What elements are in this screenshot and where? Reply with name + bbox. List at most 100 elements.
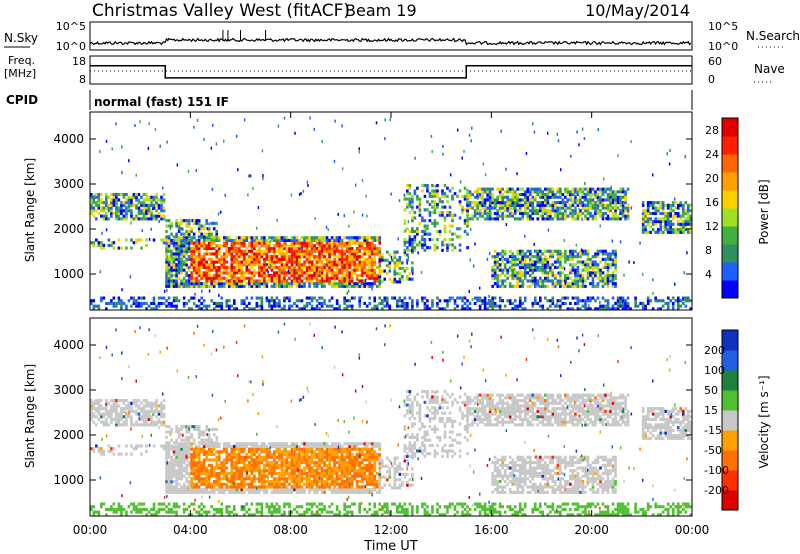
power-cell bbox=[641, 230, 645, 234]
power-cell bbox=[210, 247, 213, 251]
power-cell bbox=[408, 235, 412, 239]
power-point bbox=[212, 263, 215, 267]
power-cell bbox=[536, 265, 540, 269]
velocity-cell bbox=[90, 415, 93, 419]
power-cell bbox=[446, 299, 449, 303]
power-cell bbox=[438, 211, 442, 215]
freq-line bbox=[90, 65, 692, 79]
power-cell bbox=[313, 236, 316, 240]
power-cell bbox=[501, 193, 504, 197]
power-cell bbox=[273, 279, 276, 283]
power-cell bbox=[117, 206, 121, 210]
freq-panel-frame bbox=[89, 55, 693, 85]
power-cell bbox=[526, 265, 530, 269]
velocity-cell bbox=[212, 458, 216, 462]
power-cell bbox=[503, 263, 507, 267]
power-cell bbox=[378, 280, 382, 284]
power-cell bbox=[506, 206, 509, 210]
power-cell bbox=[538, 268, 542, 272]
power-cell bbox=[511, 203, 514, 207]
power-cell bbox=[207, 252, 211, 256]
velocity-cell bbox=[187, 444, 191, 448]
velocity-cell bbox=[212, 474, 216, 478]
velocity-cell bbox=[165, 458, 168, 462]
power-cell bbox=[589, 257, 592, 261]
power-cell bbox=[413, 235, 417, 239]
velocity-cell bbox=[160, 444, 163, 448]
power-cell bbox=[298, 260, 301, 264]
power-cell bbox=[240, 271, 244, 275]
power-cell bbox=[411, 250, 414, 254]
power-cell bbox=[574, 284, 577, 288]
power-cell bbox=[323, 299, 326, 303]
velocity-cell bbox=[140, 423, 143, 427]
power-cell bbox=[561, 198, 565, 202]
power-point bbox=[101, 231, 103, 235]
velocity-cell bbox=[227, 485, 231, 489]
power-cell bbox=[363, 268, 367, 272]
power-cell bbox=[513, 201, 517, 205]
power-cell bbox=[426, 307, 429, 311]
power-cell bbox=[338, 279, 341, 283]
power-cell bbox=[448, 243, 452, 247]
power-cell bbox=[589, 201, 592, 205]
power-cell bbox=[528, 187, 532, 191]
power-cell bbox=[320, 304, 324, 308]
power-cell bbox=[493, 282, 497, 286]
power-point bbox=[292, 236, 294, 240]
power-cell bbox=[220, 276, 224, 280]
velocity-cell bbox=[160, 401, 163, 405]
power-cell bbox=[528, 201, 532, 205]
power-cell bbox=[180, 238, 183, 242]
power-point bbox=[269, 264, 272, 268]
power-cell bbox=[518, 217, 522, 221]
power-cell bbox=[411, 248, 414, 252]
power-cell bbox=[538, 206, 542, 210]
velocity-cell bbox=[237, 477, 241, 481]
power-cell bbox=[614, 255, 617, 259]
power-cell bbox=[681, 301, 685, 305]
power-cell bbox=[360, 279, 364, 283]
power-cell bbox=[232, 307, 236, 311]
power-cell bbox=[313, 247, 316, 251]
power-point bbox=[684, 155, 687, 159]
power-cell bbox=[541, 279, 545, 283]
power-cell bbox=[298, 257, 301, 261]
velocity-cell bbox=[200, 463, 203, 467]
power-cell bbox=[561, 193, 565, 197]
power-cell bbox=[160, 203, 163, 207]
power-cell bbox=[589, 282, 592, 286]
power-cell bbox=[195, 276, 198, 280]
power-cell bbox=[207, 257, 211, 261]
power-cell bbox=[661, 225, 665, 229]
power-cell bbox=[481, 193, 484, 197]
power-cell bbox=[533, 260, 537, 264]
power-cell bbox=[268, 274, 271, 278]
power-cell bbox=[441, 194, 444, 198]
power-cell bbox=[511, 257, 514, 261]
power-cell bbox=[468, 217, 472, 221]
power-cell bbox=[240, 244, 244, 248]
power-cell bbox=[503, 252, 507, 256]
power-cell bbox=[195, 271, 198, 275]
power-cell bbox=[105, 206, 108, 210]
power-cell bbox=[373, 236, 377, 240]
velocity-cell bbox=[248, 488, 251, 492]
power-cell bbox=[260, 282, 264, 286]
velocity-cell bbox=[207, 463, 211, 467]
power-cell bbox=[335, 268, 339, 272]
power-cell bbox=[591, 193, 595, 197]
power-cell bbox=[536, 190, 540, 194]
power-cell bbox=[165, 229, 168, 233]
power-cell bbox=[230, 241, 234, 245]
power-cell bbox=[531, 201, 535, 205]
velocity-cell bbox=[165, 466, 168, 470]
power-cell bbox=[202, 284, 206, 288]
power-cell bbox=[483, 296, 487, 300]
power-cell bbox=[676, 214, 680, 218]
power-cell bbox=[147, 209, 151, 213]
power-cell bbox=[654, 217, 657, 221]
power-cell bbox=[345, 247, 349, 251]
power-cell bbox=[235, 271, 239, 275]
